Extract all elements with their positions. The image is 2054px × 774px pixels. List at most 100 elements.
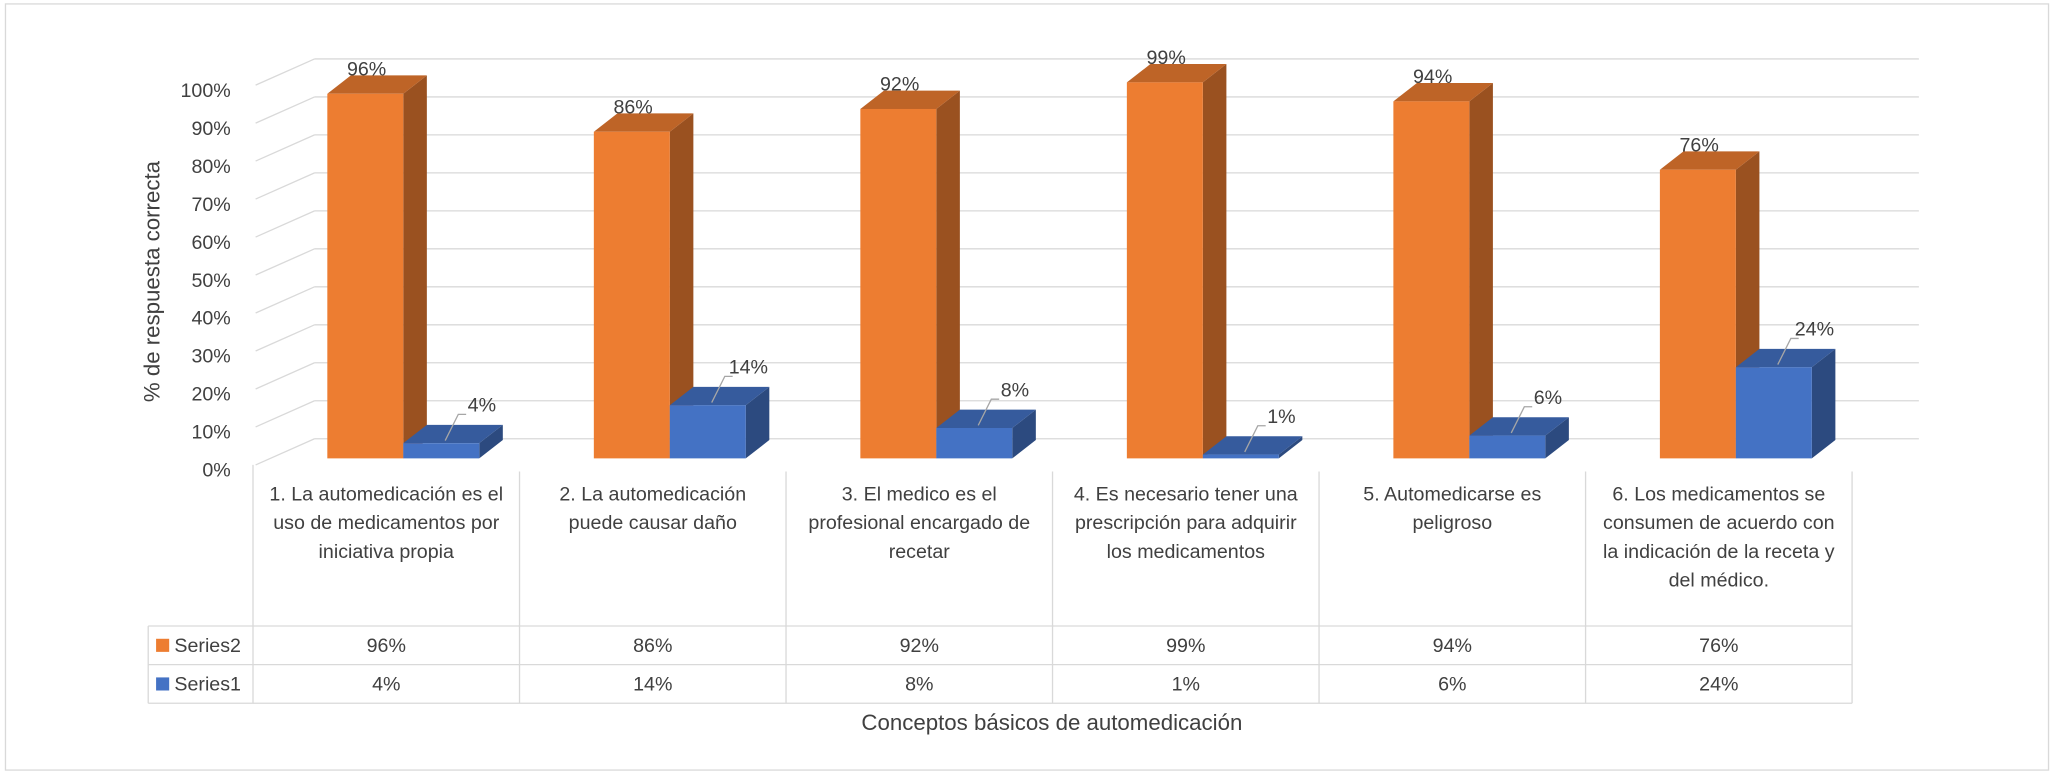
category-cell: 5. Automedicarse es peligroso — [1363, 483, 1542, 535]
grid-line — [255, 400, 315, 428]
bar — [1659, 169, 1736, 459]
leader-line — [711, 375, 733, 403]
leader-line — [1777, 337, 1799, 365]
table-value: 92% — [900, 635, 939, 657]
bar — [1126, 82, 1203, 459]
grid-line — [255, 438, 315, 466]
bar — [669, 405, 746, 459]
bar-top — [593, 113, 694, 132]
legend-label: Series2 — [174, 635, 241, 657]
data-label: 8% — [1001, 380, 1029, 402]
category-label: 3. El medico es el profesional encargado… — [808, 483, 1031, 564]
bar-top — [403, 424, 503, 444]
table-value: 24% — [1699, 673, 1738, 695]
legend-swatch — [156, 677, 170, 691]
bar-side — [1469, 83, 1493, 459]
bar-side — [669, 113, 694, 459]
data-label: 76% — [1680, 134, 1719, 156]
leader-line — [444, 413, 467, 441]
table-value: 86% — [633, 635, 672, 657]
bar — [1735, 367, 1812, 459]
data-label: 6% — [1534, 387, 1562, 409]
y-tick-label: 80% — [191, 156, 230, 178]
data-label: 92% — [880, 74, 919, 96]
leader-line — [977, 398, 1000, 426]
data-label: 86% — [613, 96, 652, 118]
leader-line — [1510, 406, 1533, 434]
category-cell: 6. Los medicamentos se consumen de acuer… — [1603, 483, 1835, 592]
y-tick-label: 100% — [181, 80, 231, 102]
bar-top — [1393, 83, 1493, 102]
y-axis-title: % de respuesta correcta — [139, 160, 164, 402]
table-value: 1% — [1172, 673, 1200, 695]
y-tick-label: 30% — [191, 346, 230, 368]
bar — [593, 131, 670, 459]
grid-line — [255, 324, 315, 352]
data-label: 14% — [729, 357, 768, 379]
category-label: 5. Automedicarse es peligroso — [1363, 483, 1542, 535]
bar — [936, 427, 1013, 459]
table-value: 94% — [1433, 635, 1472, 657]
bar-top — [1659, 151, 1760, 170]
category-cell: 2. La automedicación puede causar daño — [559, 483, 747, 535]
legend-swatch — [156, 638, 170, 652]
bar-side — [745, 386, 770, 459]
data-label: 1% — [1267, 406, 1295, 428]
grid-line — [255, 172, 315, 200]
bar-side — [1012, 409, 1036, 459]
bar-side — [936, 90, 960, 459]
category-label: 1. La automedicación es el uso de medica… — [269, 483, 504, 564]
bar-top — [1202, 436, 1303, 455]
bar-top — [669, 386, 770, 406]
category-label: 6. Los medicamentos se consumen de acuer… — [1603, 483, 1835, 592]
bar-top — [1126, 64, 1227, 83]
category-cell: 1. La automedicación es el uso de medica… — [269, 483, 504, 564]
data-label: 99% — [1147, 47, 1186, 69]
grid-line — [255, 96, 315, 124]
bar-side — [1545, 417, 1569, 459]
legend-label: Series1 — [174, 673, 241, 695]
grid-line — [255, 248, 315, 276]
leader-line — [1244, 425, 1266, 453]
data-label: 4% — [468, 395, 496, 417]
data-label: 24% — [1795, 319, 1834, 341]
table-value: 14% — [633, 673, 672, 695]
y-tick-label: 20% — [191, 384, 230, 406]
y-tick-label: 70% — [191, 194, 230, 216]
bar — [1469, 435, 1546, 459]
bar-side — [1811, 348, 1836, 459]
category-label: 4. Es necesario tener una prescripción p… — [1073, 483, 1298, 564]
bar — [327, 93, 404, 459]
table-value: 4% — [372, 673, 400, 695]
grid-line — [255, 58, 315, 86]
bar — [403, 443, 480, 459]
category-label: 2. La automedicación puede causar daño — [559, 483, 747, 535]
y-tick-label: 0% — [202, 460, 230, 482]
data-label: 94% — [1413, 66, 1452, 88]
x-axis-title: Conceptos básicos de automedicación — [861, 710, 1242, 735]
grid-line — [255, 134, 315, 162]
grid-line — [255, 362, 315, 390]
bar-top — [936, 409, 1036, 428]
bar — [1393, 101, 1470, 459]
table-value: 8% — [905, 673, 933, 695]
bar — [860, 108, 937, 459]
bar-top — [1735, 348, 1836, 368]
y-tick-label: 50% — [191, 270, 230, 292]
y-tick-label: 10% — [191, 422, 230, 444]
table-value: 99% — [1166, 635, 1205, 657]
bar-top — [860, 90, 960, 109]
bar-top — [327, 75, 427, 94]
y-tick-label: 60% — [191, 232, 230, 254]
category-cell: 3. El medico es el profesional encargado… — [808, 483, 1031, 564]
data-label: 96% — [347, 58, 386, 80]
bar-side — [479, 424, 503, 459]
grid-line — [255, 286, 315, 314]
bar-side — [403, 75, 427, 459]
bar-top — [1469, 417, 1569, 436]
bar — [1202, 454, 1279, 459]
y-tick-label: 90% — [191, 118, 230, 140]
bar-side — [1278, 436, 1303, 459]
table-value: 6% — [1438, 673, 1466, 695]
